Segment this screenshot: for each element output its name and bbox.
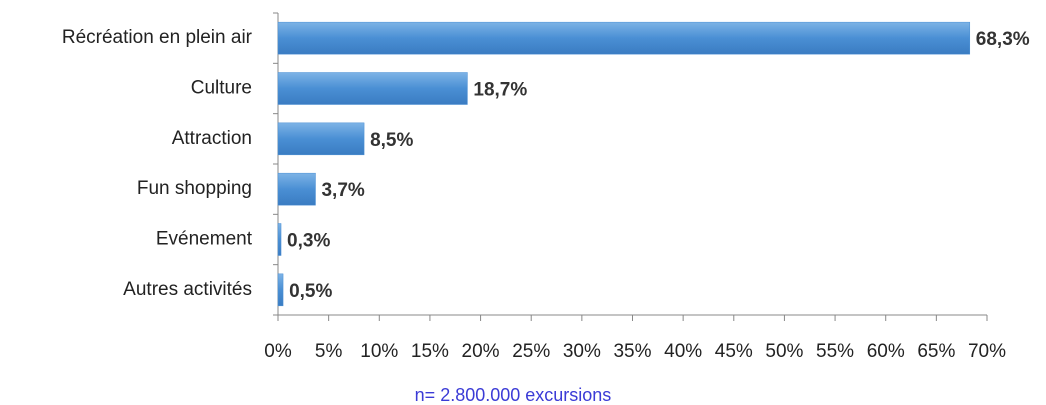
x-tick-label: 30% — [563, 341, 601, 362]
x-tick-label: 55% — [816, 341, 854, 362]
x-tick-label: 35% — [613, 341, 651, 362]
annotation: n= 2.800.000 excursions — [415, 385, 612, 405]
x-tick-label: 45% — [715, 341, 753, 362]
x-tick-label: 50% — [765, 341, 803, 362]
value-label: 8,5% — [370, 130, 413, 151]
value-label: 3,7% — [321, 180, 364, 201]
x-tick-label: 25% — [512, 341, 550, 362]
value-label: 0,5% — [289, 281, 332, 302]
y-tick-label: Fun shopping — [137, 178, 252, 199]
value-label: 18,7% — [473, 80, 527, 101]
x-tick-label: 20% — [462, 341, 500, 362]
y-tick-label: Autres activités — [123, 279, 252, 300]
bar — [277, 122, 365, 156]
x-tick-label: 5% — [315, 341, 343, 362]
bar — [277, 72, 468, 105]
bar — [277, 172, 316, 206]
y-tick-label: Récréation en plein air — [62, 27, 253, 48]
x-tick-label: 0% — [264, 341, 292, 362]
y-tick-label: Attraction — [172, 128, 252, 149]
x-tick-label: 60% — [867, 341, 905, 362]
value-label: 0,3% — [287, 231, 330, 252]
x-tick-label: 65% — [917, 341, 955, 362]
y-tick-label: Culture — [191, 78, 252, 99]
x-tick-label: 10% — [360, 341, 398, 362]
bar — [277, 21, 971, 55]
value-label: 68,3% — [976, 29, 1030, 50]
bar — [277, 273, 284, 307]
x-tick-label: 40% — [664, 341, 702, 362]
bar — [277, 223, 282, 256]
x-tick-label: 70% — [968, 341, 1006, 362]
x-tick-label: 15% — [411, 341, 449, 362]
y-tick-label: Evénement — [156, 229, 253, 250]
